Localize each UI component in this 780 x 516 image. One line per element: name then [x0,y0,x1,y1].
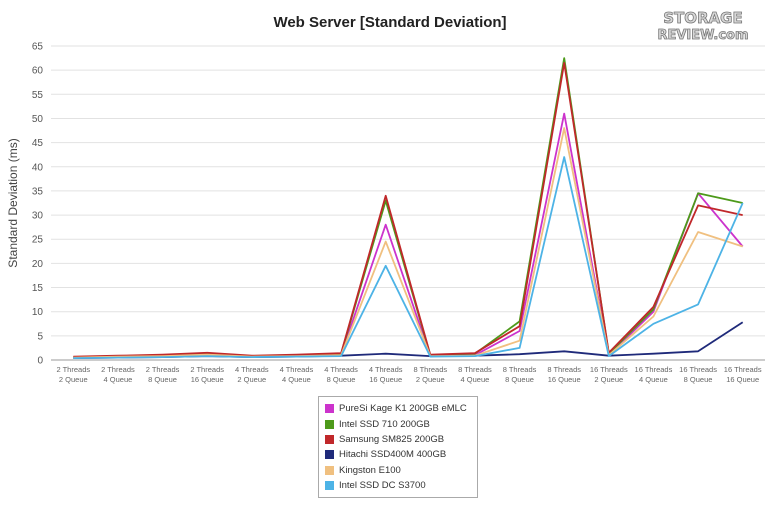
y-tick-label: 40 [32,162,44,173]
legend-item: Hitachi SSD400M 400GB [325,447,471,462]
series-line [73,321,744,359]
series-line [73,127,743,359]
x-tick-label: 8 Threads [458,365,492,374]
x-tick-label: 8 Threads [503,365,537,374]
legend-label: Samsung SM825 200GB [339,433,445,445]
legend-item: Intel SSD DC S3700 [325,478,471,493]
legend-item: Intel SSD 710 200GB [325,416,471,431]
y-tick-label: 5 [37,331,43,342]
legend-item: Samsung SM825 200GB [325,432,471,447]
y-tick-label: 35 [32,186,44,197]
y-tick-label: 55 [32,90,44,101]
y-axis-label: Standard Deviation (ms) [6,138,20,267]
legend-item: PureSi Kage K1 200GB eMLC [325,401,471,416]
x-tick-label: 4 Threads [235,365,269,374]
legend-swatch [325,434,334,444]
x-tick-label: 4 Threads [280,365,314,374]
x-tick-label: 16 Queue [726,375,759,384]
y-tick-label: 20 [32,259,44,270]
legend-item: Kingston E100 [325,463,471,478]
legend-swatch [325,450,334,460]
legend: PureSi Kage K1 200GB eMLC Intel SSD 710 2… [318,396,478,499]
storagereview-logo: STORAGE REVIEW.com [657,9,749,42]
x-tick-label: 8 Threads [413,365,447,374]
legend-label: Intel SSD 710 200GB [339,418,430,430]
x-tick-label: 2 Threads [56,365,90,374]
legend-label: Kingston E100 [339,464,401,476]
x-tick-label: 4 Threads [324,365,358,374]
y-tick-label: 10 [32,307,44,318]
x-tick-label: 16 Threads [724,365,762,374]
x-tick-label: 4 Queue [104,375,133,384]
y-tick-label: 60 [32,66,44,77]
x-tick-label: 8 Queue [684,375,713,384]
legend-label: Intel SSD DC S3700 [339,480,426,492]
logo-line-1: STORAGE [663,9,743,27]
legend-swatch [325,465,334,475]
x-tick-label: 8 Threads [547,365,581,374]
y-tick-label: 0 [37,356,43,367]
legend-label: Hitachi SSD400M 400GB [339,449,447,461]
x-tick-label: 4 Queue [282,375,311,384]
x-tick-label: 8 Queue [148,375,177,384]
x-tick-label: 16 Threads [635,365,673,374]
x-tick-label: 8 Queue [505,375,534,384]
y-tick-label: 15 [32,283,44,294]
chart-title: Web Server [Standard Deviation] [273,14,506,31]
x-tick-label: 2 Threads [101,365,135,374]
x-tick-label: 8 Queue [327,375,356,384]
x-tick-label: 2 Queue [416,375,445,384]
x-tick-label: 16 Queue [548,375,581,384]
legend-swatch [325,404,334,414]
x-tick-label: 16 Queue [369,375,402,384]
series-lines [73,57,744,359]
legend-swatch [325,419,334,429]
legend-label: PureSi Kage K1 200GB eMLC [339,403,467,415]
y-axis-ticks: 0 5 10 15 20 25 30 35 40 45 50 55 60 65 [32,42,44,367]
x-tick-label: 2 Queue [594,375,623,384]
series-line [73,156,744,359]
y-tick-label: 50 [32,114,44,125]
x-tick-label: 16 Threads [679,365,717,374]
y-tick-label: 30 [32,211,44,222]
x-tick-label: 4 Threads [369,365,403,374]
legend-swatch [325,481,334,491]
x-tick-label: 2 Threads [190,365,224,374]
x-tick-label: 4 Queue [461,375,490,384]
x-tick-label: 2 Queue [237,375,266,384]
x-tick-label: 4 Queue [639,375,668,384]
series-line [73,62,743,358]
y-tick-label: 25 [32,235,44,246]
x-tick-label: 16 Threads [590,365,628,374]
x-tick-label: 2 Queue [59,375,88,384]
grid [51,45,765,361]
logo-line-2: REVIEW.com [657,28,748,42]
y-tick-label: 45 [32,138,44,149]
y-tick-label: 65 [32,42,44,53]
x-tick-label: 2 Threads [146,365,180,374]
x-tick-label: 16 Queue [191,375,224,384]
